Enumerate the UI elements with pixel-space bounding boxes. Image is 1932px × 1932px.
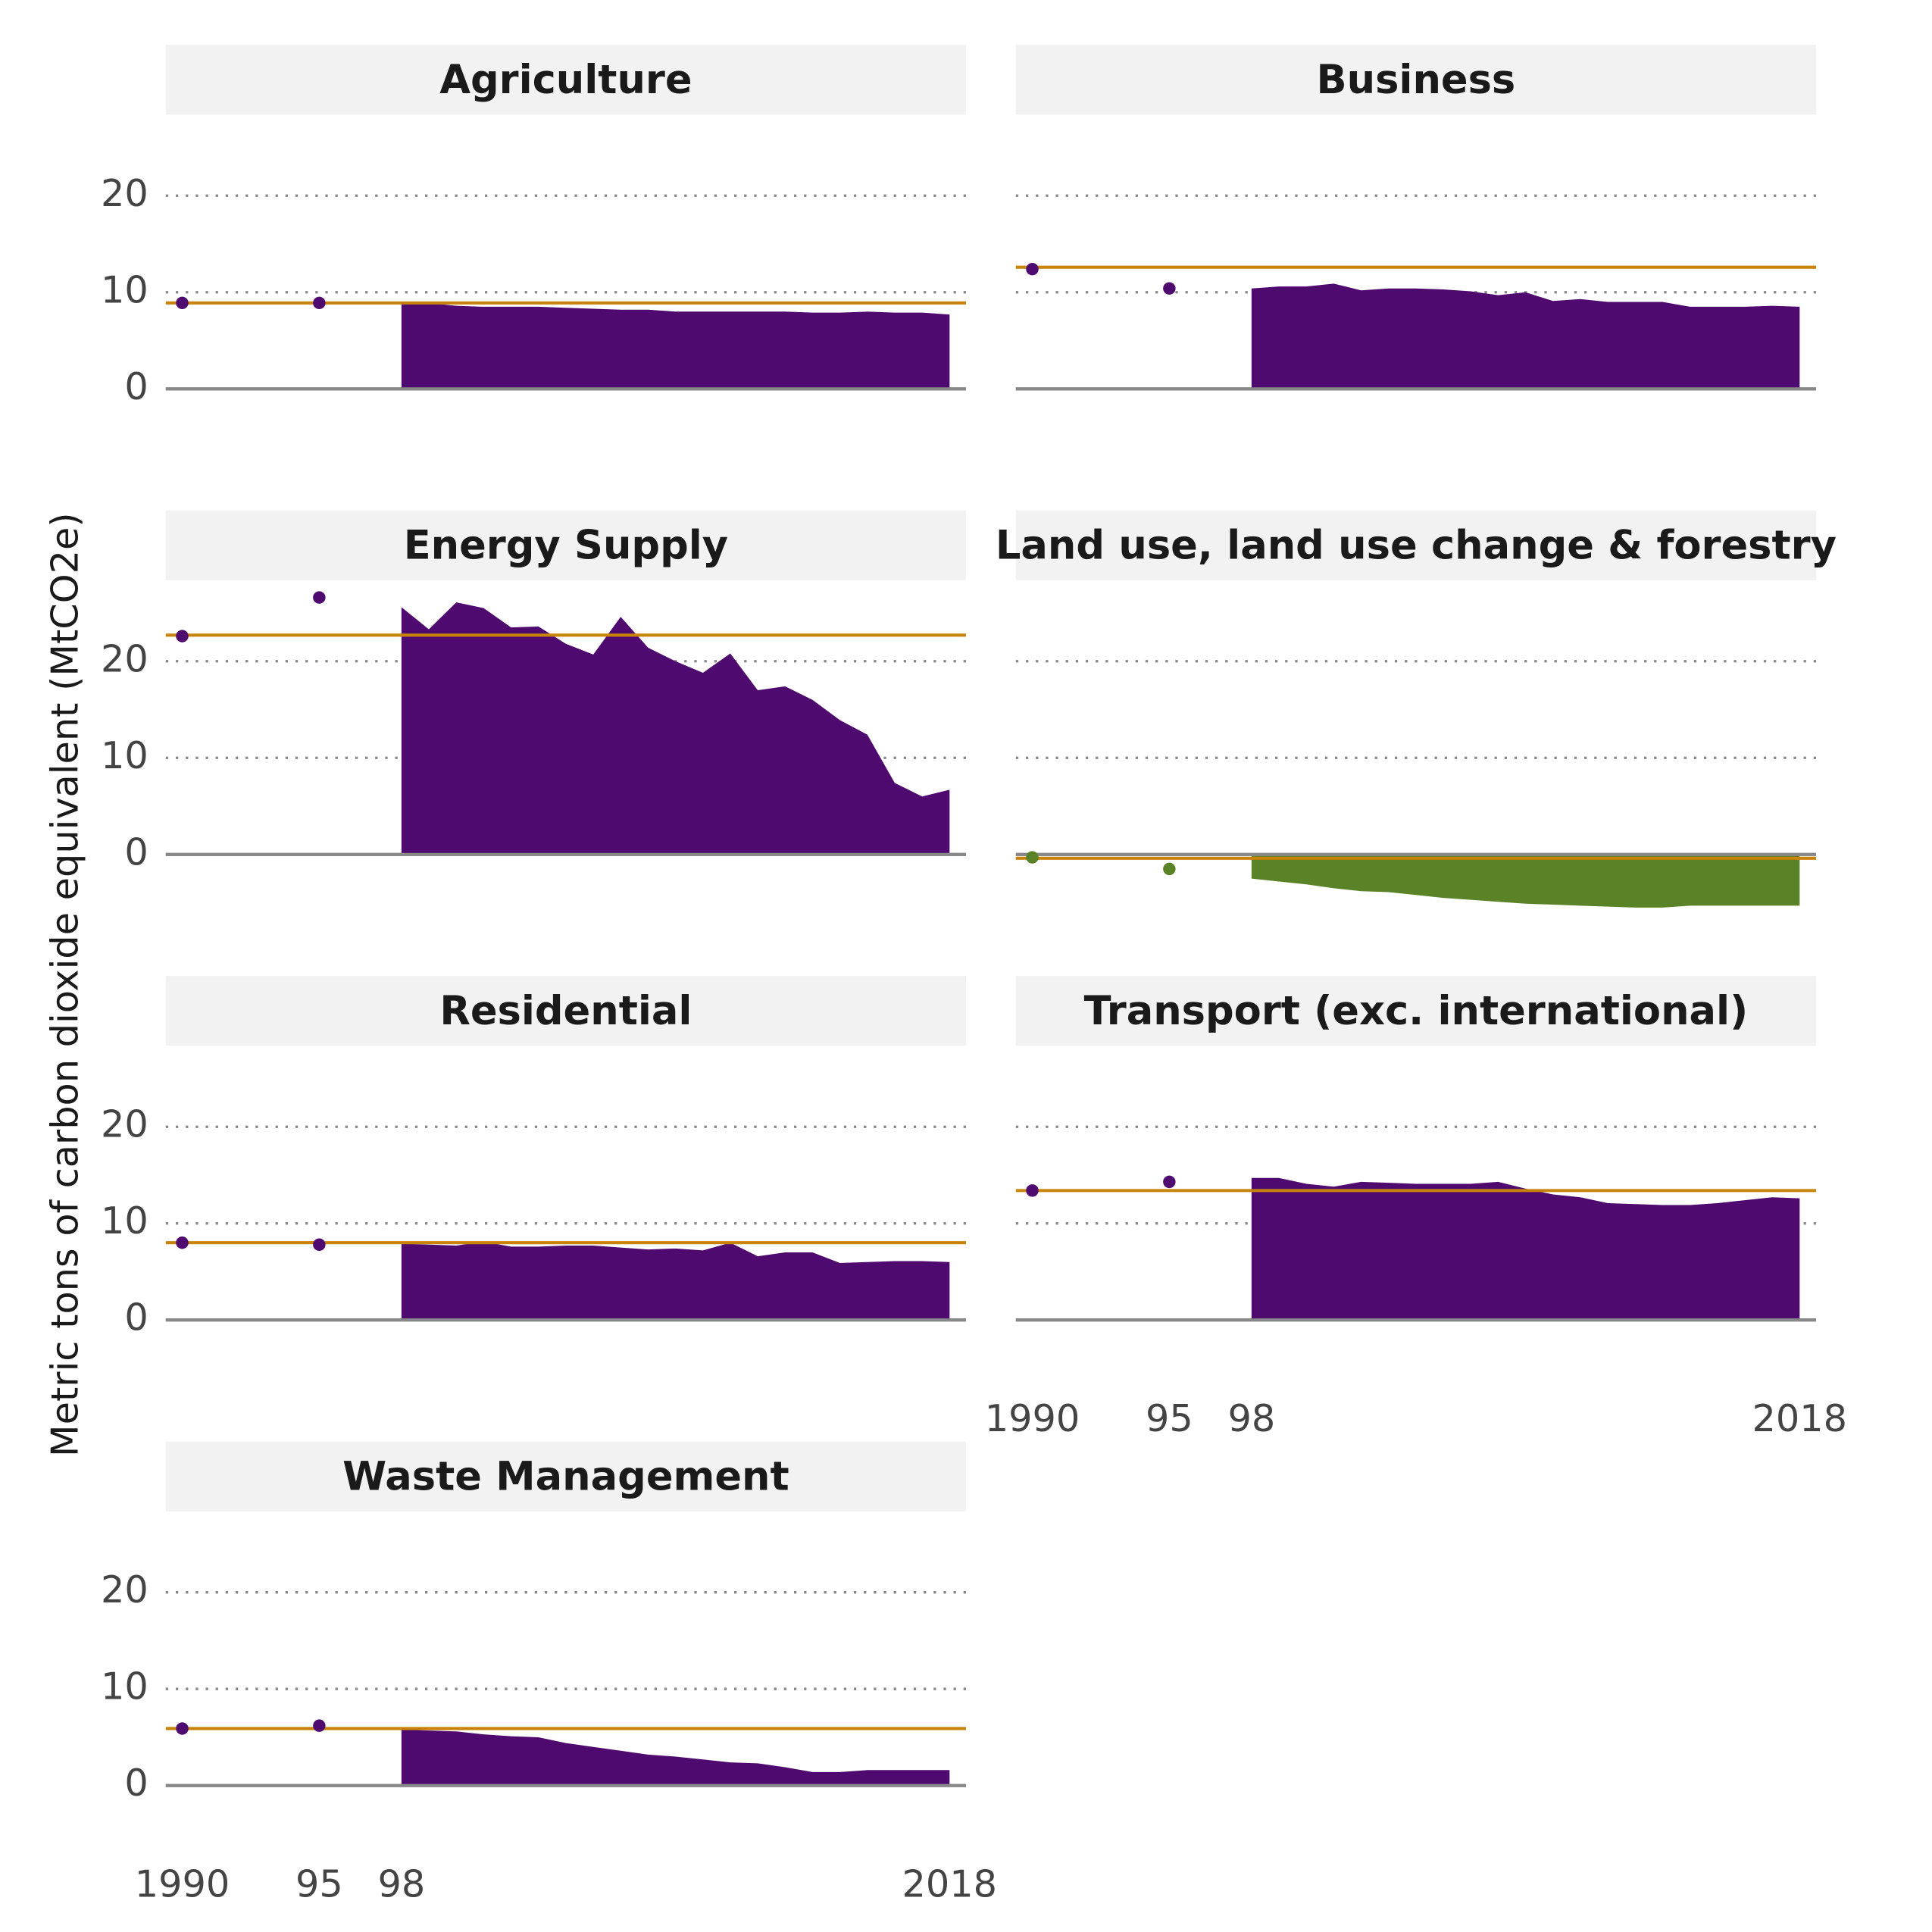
area	[1251, 1177, 1800, 1321]
point	[313, 1719, 326, 1732]
x-tick-label: 1990	[135, 1862, 230, 1905]
point	[176, 296, 189, 310]
strip	[165, 976, 967, 1046]
point	[1163, 862, 1176, 876]
panel: Business	[1015, 45, 1816, 391]
x-tick-label: 95	[1146, 1396, 1193, 1440]
y-tick-label: 0	[124, 830, 148, 874]
panel: Energy Supply 0 10 20	[101, 510, 967, 874]
x-tick-label: 2018	[1752, 1396, 1848, 1440]
area	[401, 302, 950, 389]
y-tick-label: 20	[101, 636, 148, 680]
y-tick-label: 10	[101, 1199, 148, 1243]
y-tick-label: 20	[101, 1102, 148, 1146]
x-tick-label: 2018	[902, 1862, 998, 1905]
strip	[165, 45, 967, 115]
panel-title: Energy Supply	[404, 523, 728, 569]
point	[1026, 851, 1039, 864]
panel: Land use, land use change & forestry	[996, 510, 1837, 908]
y-tick-label: 0	[124, 364, 148, 408]
panel: Transport (exc. international) 1990 95 98 20…	[985, 976, 1847, 1440]
point	[1026, 262, 1039, 276]
strip	[1015, 45, 1816, 115]
point	[1163, 1175, 1176, 1189]
point	[313, 1238, 326, 1252]
point	[1026, 1184, 1039, 1197]
panel-title: Land use, land use change & forestry	[996, 523, 1837, 569]
point	[176, 1722, 189, 1735]
y-tick-label: 0	[124, 1296, 148, 1340]
strip	[165, 510, 967, 580]
panel-title: Business	[1317, 57, 1516, 103]
x-tick-label: 95	[295, 1862, 343, 1905]
panel-title: Agriculture	[439, 57, 692, 103]
y-tick-label: 10	[101, 1665, 148, 1708]
area	[1251, 854, 1800, 908]
point	[313, 591, 326, 604]
strip	[165, 1441, 967, 1512]
y-tick-label: 20	[101, 171, 148, 215]
area	[401, 602, 950, 855]
x-tick-label: 98	[377, 1862, 425, 1905]
x-tick-label: 98	[1227, 1396, 1275, 1440]
panel-title: Waste Management	[342, 1454, 789, 1500]
strip	[1015, 976, 1816, 1046]
panel-title: Transport (exc. international)	[1084, 988, 1749, 1034]
panel: Waste Management 0 10 20 1990 95 98 2018	[101, 1441, 998, 1905]
point	[176, 630, 189, 642]
panel-title: Residential	[439, 988, 692, 1034]
panel: Agriculture 0 10 20	[101, 45, 967, 408]
area	[401, 1241, 950, 1321]
point	[176, 1236, 189, 1249]
y-axis-label: Metric tons of carbon dioxide equivalent…	[42, 512, 86, 1457]
panel: Residential 0 10 20	[101, 976, 967, 1340]
area	[1251, 283, 1800, 389]
strip	[1015, 510, 1816, 580]
area	[401, 1729, 950, 1786]
point	[1163, 282, 1176, 295]
y-tick-label: 10	[101, 267, 148, 311]
y-tick-label: 10	[101, 733, 148, 777]
point	[313, 296, 326, 310]
y-tick-label: 20	[101, 1568, 148, 1612]
x-tick-label: 1990	[985, 1396, 1080, 1440]
y-tick-label: 0	[124, 1761, 148, 1805]
